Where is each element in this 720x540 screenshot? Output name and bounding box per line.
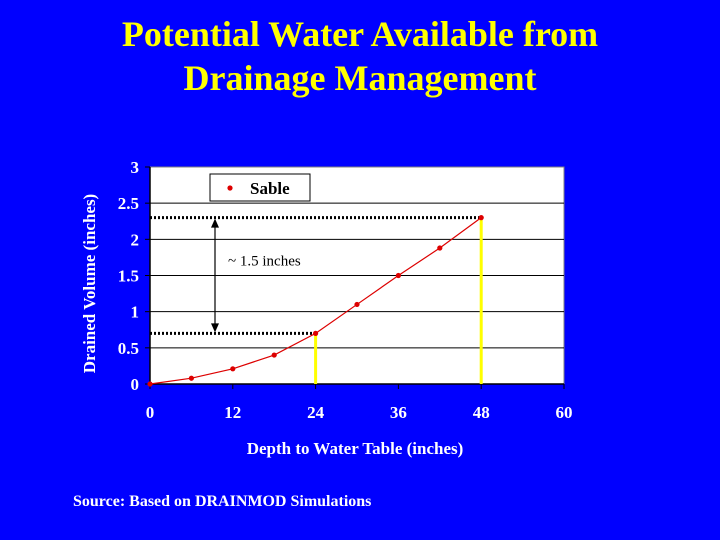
range-arrow-head-down (211, 323, 219, 333)
x-tick-label: 48 (473, 403, 490, 422)
data-point-sable (230, 366, 236, 372)
data-point-sable (313, 330, 319, 336)
range-annotation-label: ~ 1.5 inches (228, 253, 301, 269)
y-tick-label: 0.5 (118, 339, 139, 358)
data-point-sable (395, 272, 401, 279)
data-point-sable (354, 301, 360, 308)
legend-label-sable: Sable (250, 179, 290, 198)
x-tick-label: 60 (556, 403, 573, 422)
slide-title: Potential Water Available from Drainage … (0, 12, 720, 100)
range-arrow-head-up (211, 218, 219, 228)
y-tick-label: 2 (131, 230, 140, 249)
legend-marker-sable (227, 185, 233, 191)
y-tick-label: 1.5 (118, 267, 139, 286)
x-tick-label: 0 (146, 403, 155, 422)
y-tick-label: 0 (131, 375, 140, 394)
y-tick-label: 3 (131, 158, 140, 177)
y-axis-label: Drained Volume (inches) (80, 194, 99, 373)
data-point-sable (147, 381, 153, 387)
x-tick-label: 36 (390, 403, 407, 422)
data-point-sable (271, 352, 277, 358)
y-tick-label: 1 (131, 303, 140, 322)
title-line-1: Potential Water Available from (121, 14, 599, 54)
x-tick-label: 12 (224, 403, 241, 422)
data-point-sable (437, 245, 443, 251)
data-point-sable (478, 215, 484, 221)
data-point-sable (188, 375, 194, 381)
title-line-2: Drainage Management (183, 58, 537, 98)
x-axis-label: Depth to Water Table (inches) (247, 439, 464, 458)
legend-box (209, 173, 311, 202)
x-tick-label: 24 (307, 403, 325, 422)
y-tick-label: 2.5 (118, 194, 139, 213)
source-note: Source: Based on DRAINMOD Simulations (73, 493, 372, 510)
